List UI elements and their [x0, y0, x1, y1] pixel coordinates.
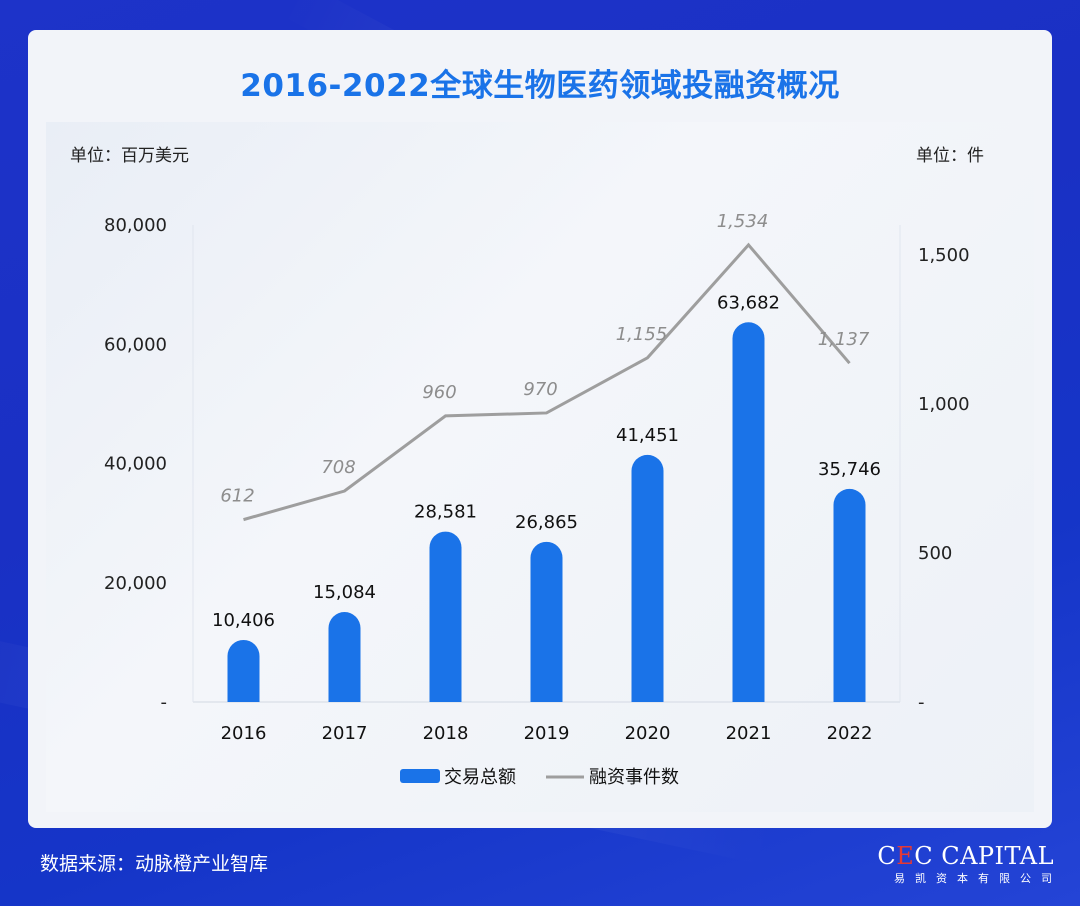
line-value-label: 970 — [523, 379, 557, 400]
bar-2017 — [328, 612, 361, 702]
line-value-label: 1,137 — [818, 329, 870, 350]
legend-swatch-bar — [400, 769, 440, 783]
right-tick-label: 1,500 — [918, 245, 970, 266]
bar-2021 — [732, 322, 765, 702]
line-value-label: 1,155 — [616, 324, 668, 345]
line-value-label: 960 — [422, 382, 456, 403]
left-tick-label: 20,000 — [104, 573, 167, 594]
logo-c: C — [877, 842, 897, 870]
bar-value-label: 26,865 — [515, 512, 578, 533]
right-tick-label: 1,000 — [918, 394, 970, 415]
left-tick-label: 40,000 — [104, 454, 167, 475]
line-value-label: 612 — [220, 486, 254, 507]
source-note: 数据来源：动脉橙产业智库 — [40, 853, 269, 875]
company-logo: CEC CAPITAL 易凯资本有限公司 — [877, 842, 1054, 886]
logo-wordmark: CEC CAPITAL — [877, 842, 1054, 870]
left-tick-label: 60,000 — [104, 334, 167, 355]
bar-2022 — [833, 488, 866, 702]
legend-label-line: 融资事件数 — [589, 767, 679, 788]
chart-title: 2016-2022全球生物医药领域投融资概况 — [240, 68, 840, 104]
chart-card: 2016-2022全球生物医药领域投融资概况 单位：百万美元 单位：件 - 20,00… — [28, 30, 1052, 828]
x-tick-label: 2022 — [827, 723, 873, 744]
bar-value-label: 41,451 — [616, 425, 679, 446]
bar-2016 — [227, 639, 260, 702]
bar-2019 — [530, 541, 563, 702]
logo-e: E — [896, 842, 915, 870]
bar-value-label: 35,746 — [818, 459, 881, 480]
x-tick-label: 2017 — [322, 723, 368, 744]
logo-rest: C CAPITAL — [914, 842, 1054, 870]
x-tick-label: 2019 — [524, 723, 570, 744]
bar-value-label: 28,581 — [414, 502, 477, 523]
bar-value-label: 10,406 — [212, 610, 275, 631]
chart-svg: 单位：百万美元 单位：件 - 20,000 40,000 60,000 80,000 - 500… — [70, 146, 984, 788]
x-tick-label: 2018 — [423, 723, 469, 744]
bar-2020 — [631, 454, 664, 702]
left-unit-label: 单位：百万美元 — [70, 146, 189, 166]
right-unit-label: 单位：件 — [916, 146, 984, 166]
x-tick-label: 2016 — [221, 723, 267, 744]
line-value-label: 1,534 — [717, 211, 769, 232]
x-tick-label: 2020 — [625, 723, 671, 744]
bar-value-label: 15,084 — [313, 582, 376, 603]
right-tick-label: - — [918, 692, 925, 713]
logo-subtitle: 易凯资本有限公司 — [894, 872, 1062, 885]
legend-label-bar: 交易总额 — [444, 767, 516, 788]
bar-2018 — [429, 531, 462, 702]
line-value-label: 708 — [321, 457, 355, 478]
x-tick-label: 2021 — [726, 723, 772, 744]
line-series-events — [243, 242, 851, 522]
right-tick-label: 500 — [918, 543, 952, 564]
left-tick-label: - — [161, 692, 168, 713]
left-tick-label: 80,000 — [104, 215, 167, 236]
bar-value-label: 63,682 — [717, 292, 780, 313]
